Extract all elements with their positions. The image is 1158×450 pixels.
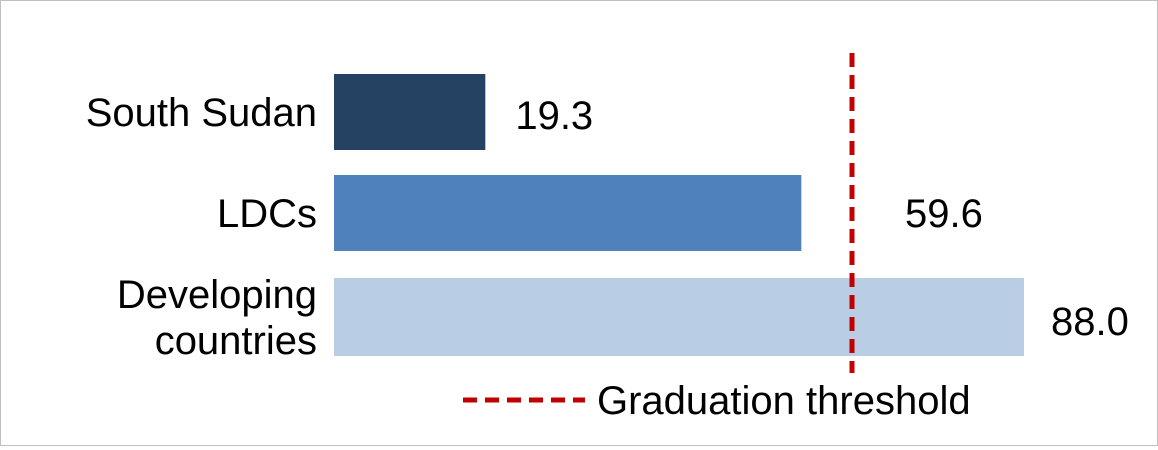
category-label-ldcs: LDCs [217,192,317,236]
category-labels: South Sudan LDCs Developing countries [86,91,317,363]
category-label-developing-countries: Developing countries [117,273,317,363]
category-label-south-sudan: South Sudan [86,91,317,135]
legend-threshold-label: Graduation threshold [597,379,971,423]
value-label-developing-countries: 88.0 [1051,300,1129,344]
bars [334,74,1024,356]
bar-south-sudan [334,74,486,150]
legend: Graduation threshold [463,379,971,423]
bar-ldcs [334,175,802,251]
value-label-south-sudan: 19.3 [515,94,593,138]
bar-developing-countries [334,278,1024,356]
value-label-ldcs: 59.6 [905,192,983,236]
value-labels: 19.3 59.6 88.0 [515,94,1129,344]
